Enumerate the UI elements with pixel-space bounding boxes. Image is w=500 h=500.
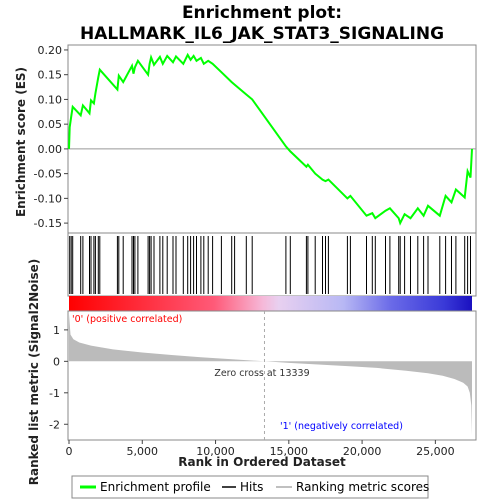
es-y-tick-label: -0.15: [34, 217, 62, 230]
x-tick-label: 15,000: [270, 445, 309, 458]
es-y-tick-label: -0.05: [34, 168, 62, 181]
metric-y-tick-label: 1: [53, 324, 60, 337]
x-tick-label: 20,000: [343, 445, 382, 458]
plot-title-line1: Enrichment plot:: [182, 3, 342, 23]
x-tick-label: 0: [66, 445, 73, 458]
metric-y-axis: 1 0 -1 -2: [49, 324, 68, 431]
enrichment-profile-line: [68, 52, 473, 226]
metric-y-tick-label: -1: [49, 387, 60, 400]
positive-correlated-label: '0' (positive correlated): [72, 314, 182, 325]
legend-profile-label: Enrichment profile: [100, 480, 211, 494]
hits-panel-frame: [67, 232, 477, 297]
legend-metric-label: Ranking metric scores: [296, 480, 429, 494]
x-tick-label: 5,000: [127, 445, 159, 458]
es-y-tick-label: 0.05: [38, 118, 63, 131]
es-panel-frame: [67, 44, 477, 234]
plot-title-line2: HALLMARK_IL6_JAK_STAT3_SIGNALING: [80, 24, 444, 44]
x-tick-label: 10,000: [196, 445, 235, 458]
metric-panel-frame: [67, 310, 477, 441]
es-y-tick-label: 0.15: [38, 69, 63, 82]
es-y-axis: 0.20 0.15 0.10 0.05 0.00 -0.05 -0.10 -0.15: [34, 44, 68, 230]
negative-correlated-label: '1' (negatively correlated): [280, 421, 403, 432]
legend-frame: [71, 475, 429, 499]
x-axis: 0 5,000 10,000 15,000 20,000 25,000: [66, 440, 455, 458]
es-panel: 0.20 0.15 0.10 0.05 0.00 -0.05 -0.10 -0.15: [34, 44, 477, 234]
legend-hits-label: Hits: [240, 480, 263, 494]
hits-panel: [67, 232, 477, 297]
es-y-tick-label: 0.10: [38, 93, 63, 106]
es-y-tick-label: 0.00: [38, 143, 63, 156]
metric-panel: 1 0 -1 -2 0 5,000 10,000 15,000 20,000 25,000: [49, 310, 477, 458]
es-y-axis-label: Enrichment score (ES): [14, 67, 28, 217]
es-y-tick-label: 0.20: [38, 44, 63, 57]
es-y-tick-label: -0.10: [34, 192, 62, 205]
zero-cross-label: Zero cross at 13339: [214, 368, 309, 379]
metric-y-tick-label: -2: [49, 418, 60, 431]
x-tick-label: 25,000: [416, 445, 455, 458]
x-axis-label: Rank in Ordered Dataset: [178, 455, 346, 469]
metric-y-tick-label: 0: [53, 355, 60, 368]
rank-color-bar: [69, 296, 472, 311]
legend: Enrichment profile Hits Ranking metric s…: [71, 475, 429, 499]
metric-y-axis-label: Ranked list metric (Signal2Noise): [27, 259, 41, 486]
